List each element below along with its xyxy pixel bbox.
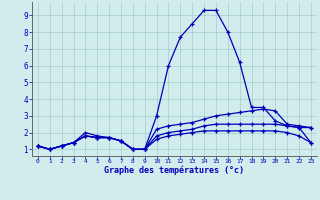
X-axis label: Graphe des températures (°c): Graphe des températures (°c) [104, 166, 244, 175]
